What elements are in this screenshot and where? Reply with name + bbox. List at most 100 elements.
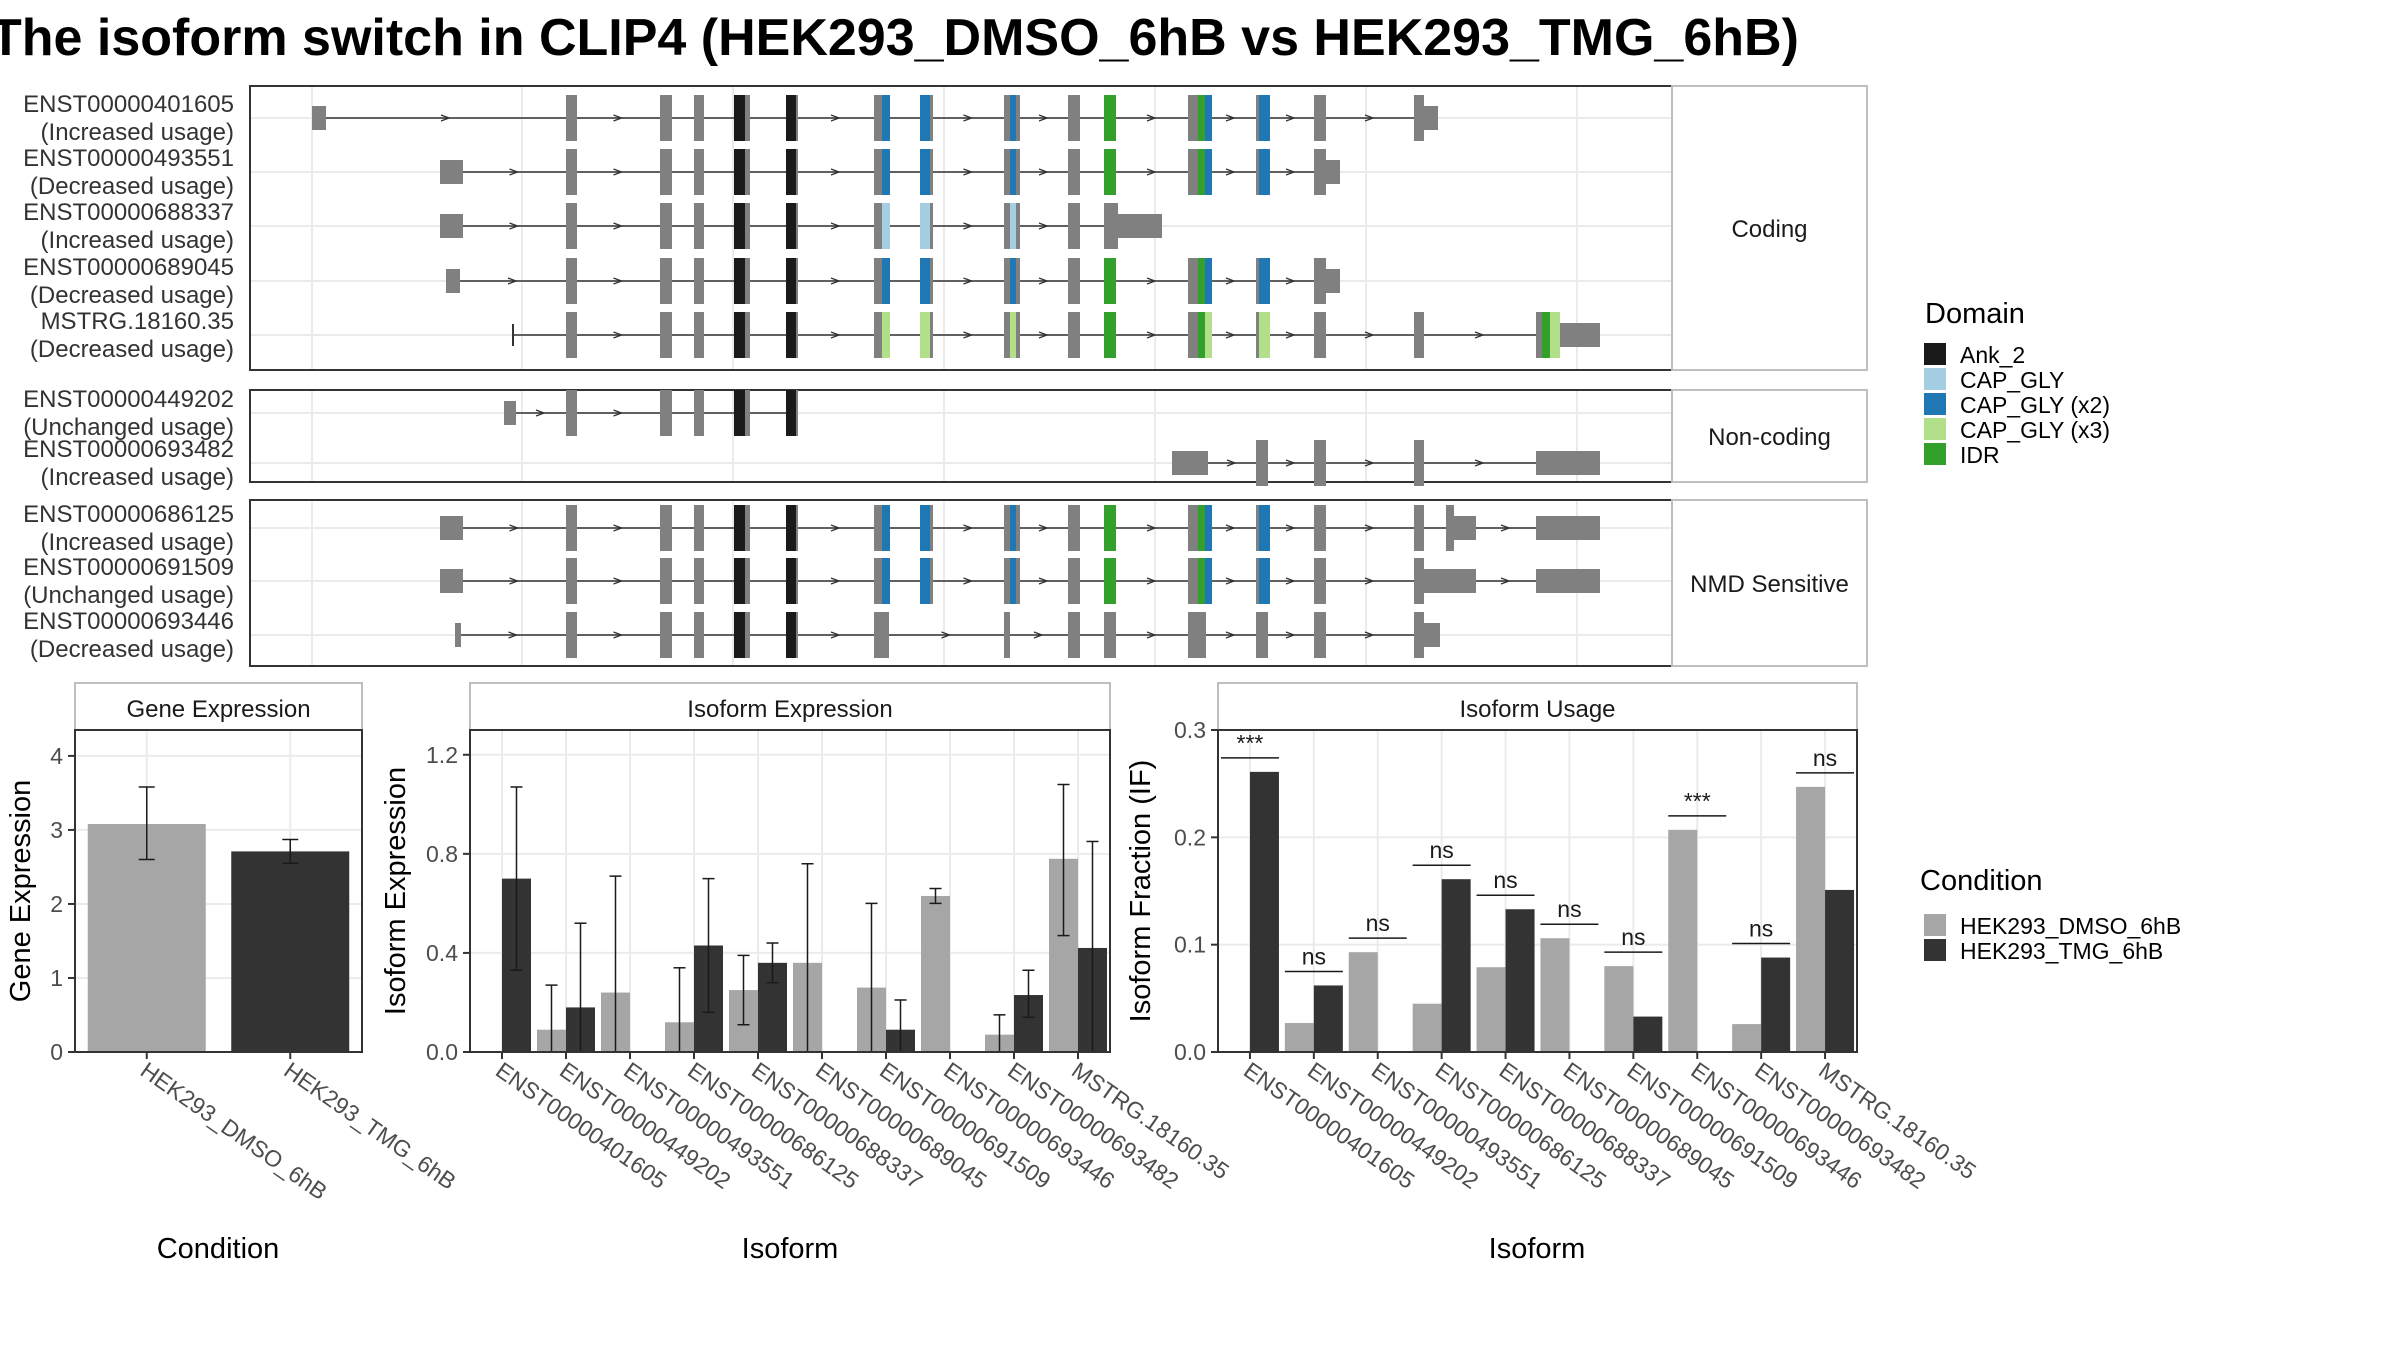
domain-legend-label: CAP_GLY (x3) <box>1960 417 2110 443</box>
exon-block <box>1414 558 1424 604</box>
structure-panel-label: Non-coding <box>1708 424 1831 451</box>
intron-direction-arrow <box>1038 331 1049 339</box>
domain-legend-label: CAP_GLY <box>1960 367 2064 393</box>
significance-label: ns <box>1749 916 1773 942</box>
exon-block <box>1536 451 1600 475</box>
intron-direction-arrow <box>1225 277 1236 285</box>
exon-block <box>1424 623 1440 647</box>
exon-block <box>1068 505 1080 551</box>
y-tick-label: 1 <box>50 965 63 991</box>
structure-panel-bg <box>250 390 1672 482</box>
exon-block <box>1424 569 1476 593</box>
domain-legend-title: Domain <box>1925 298 2025 330</box>
bar <box>1732 1024 1762 1052</box>
intron-direction-arrow <box>613 631 624 639</box>
condition-legend-key <box>1924 939 1946 961</box>
intron-direction-arrow <box>963 331 974 339</box>
domain-block <box>1104 558 1116 604</box>
exon-block <box>1104 612 1116 658</box>
bar <box>1761 957 1791 1052</box>
transcript-usage-label: (Increased usage) <box>41 529 234 556</box>
domain-block <box>882 258 890 304</box>
exon-block <box>660 258 672 304</box>
y-tick-label: 2 <box>50 891 63 917</box>
significance-label: *** <box>1684 788 1711 814</box>
domain-block <box>1198 505 1205 551</box>
domain-block <box>734 312 745 358</box>
intron-direction-arrow <box>1038 222 1049 230</box>
exon-block <box>1314 505 1326 551</box>
intron-direction-arrow <box>1474 459 1485 467</box>
transcript-id-label: ENST00000493551 <box>23 145 234 172</box>
intron-direction-arrow <box>508 631 519 639</box>
exon-block <box>312 106 326 130</box>
domain-block <box>786 612 796 658</box>
exon-block <box>455 623 461 647</box>
condition-legend-title: Condition <box>1920 865 2043 897</box>
domain-block <box>1205 312 1212 358</box>
intron-direction-arrow <box>440 114 451 122</box>
domain-block <box>734 505 745 551</box>
domain-block <box>1205 149 1212 195</box>
exon-block <box>1414 440 1424 486</box>
exon-block <box>874 612 889 658</box>
domain-block <box>882 558 890 604</box>
domain-block <box>1205 258 1212 304</box>
exon-block <box>1314 440 1326 486</box>
domain-block <box>786 258 796 304</box>
intron-direction-arrow <box>1474 331 1485 339</box>
significance-label: ns <box>1366 910 1390 936</box>
exon-block <box>566 612 577 658</box>
exon-block <box>694 203 704 249</box>
y-axis-title: Gene Expression <box>5 780 37 1002</box>
domain-block <box>786 149 796 195</box>
domain-block <box>1010 149 1016 195</box>
exon-block <box>660 505 672 551</box>
domain-block <box>786 203 796 249</box>
intron-direction-arrow <box>1038 577 1049 585</box>
exon-block <box>694 558 704 604</box>
domain-block <box>734 203 745 249</box>
bar <box>231 851 350 1052</box>
intron-direction-arrow <box>963 168 974 176</box>
intron-direction-arrow <box>1364 524 1375 532</box>
transcript-id-label: ENST00000689045 <box>23 254 234 281</box>
exon-block <box>1314 612 1326 658</box>
exon-block <box>566 390 577 436</box>
domain-block <box>920 258 930 304</box>
bar <box>1633 1016 1663 1052</box>
exon-block <box>660 612 672 658</box>
domain-block <box>1205 558 1212 604</box>
exon-block <box>1414 95 1424 141</box>
intron-direction-arrow <box>1225 168 1236 176</box>
bar <box>1796 786 1826 1052</box>
domain-block <box>1198 558 1205 604</box>
intron-direction-arrow <box>1038 168 1049 176</box>
panel-strip <box>74 682 363 731</box>
intron-direction-arrow <box>1146 631 1157 639</box>
structure-panel-bg <box>250 86 1672 370</box>
panel-frame <box>74 729 363 1053</box>
transcript-usage-label: (Unchanged usage) <box>23 582 234 609</box>
y-tick-label: 0.0 <box>1174 1039 1206 1065</box>
domain-block <box>1010 203 1016 249</box>
intron-direction-arrow <box>830 277 841 285</box>
domain-block <box>734 558 745 604</box>
domain-block <box>786 390 796 436</box>
exon-block <box>446 269 460 293</box>
intron-direction-arrow <box>1146 168 1157 176</box>
isoform-usage-chart: Isoform Usage *** ns ns ns ns ns ns *** ns ns 0.0 0.… <box>1125 682 1981 1265</box>
domain-block <box>1259 312 1270 358</box>
transcript-usage-label: (Decreased usage) <box>30 636 234 663</box>
condition-legend-key <box>1924 914 1946 936</box>
exon-block <box>660 95 672 141</box>
domain-legend-label: CAP_GLY (x2) <box>1960 392 2110 418</box>
intron-direction-arrow <box>963 577 974 585</box>
exon-block <box>1454 516 1476 540</box>
domain-block <box>1104 149 1116 195</box>
domain-legend-key <box>1924 443 1946 465</box>
exon-block <box>566 505 577 551</box>
